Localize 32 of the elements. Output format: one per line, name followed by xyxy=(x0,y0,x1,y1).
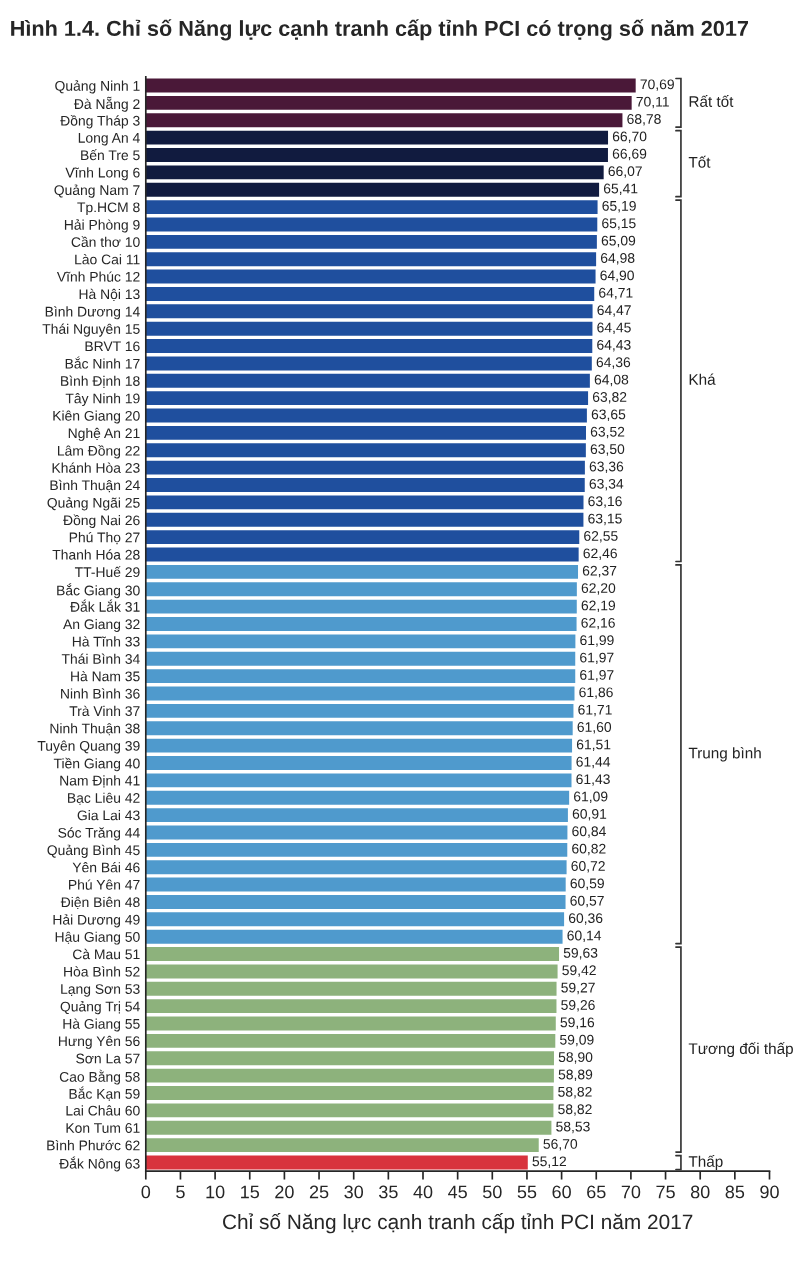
x-tick-label: 20 xyxy=(275,1185,294,1199)
x-tick-label: 40 xyxy=(413,1185,433,1199)
x-tick-label: 50 xyxy=(482,1185,502,1199)
x-tick-label: 75 xyxy=(656,1185,675,1199)
bar xyxy=(145,78,636,93)
x-tick-label: 70 xyxy=(621,1185,641,1199)
bar xyxy=(145,1155,528,1170)
bar xyxy=(145,182,600,197)
bar xyxy=(145,200,598,215)
x-tick-label: 15 xyxy=(241,1185,260,1199)
x-axis-title: Chỉ số Năng lực cạnh tranh cấp tỉnh PCI năm 2017 xyxy=(223,1213,693,1234)
x-tick-label: 45 xyxy=(448,1185,467,1199)
x-tick-label: 35 xyxy=(379,1185,398,1199)
bar xyxy=(145,1016,556,1031)
x-tick-label: 60 xyxy=(552,1185,571,1199)
bar xyxy=(145,217,598,232)
x-tick-label: 5 xyxy=(176,1185,185,1199)
bar xyxy=(145,408,587,423)
bar xyxy=(145,825,568,840)
x-tick-label: 65 xyxy=(587,1185,606,1199)
x-tick-label: 55 xyxy=(517,1185,537,1199)
bar xyxy=(145,929,563,944)
x-tick-label: 85 xyxy=(725,1185,745,1199)
bar xyxy=(145,686,575,701)
x-tick-label: 30 xyxy=(344,1185,364,1199)
x-tick-label: 90 xyxy=(760,1185,779,1199)
x-tick-label: 10 xyxy=(206,1185,225,1199)
bar xyxy=(145,547,579,562)
x-tick-label: 0 xyxy=(141,1185,151,1199)
x-tick-label: 25 xyxy=(309,1185,329,1199)
chart-title: Hình 1.4. Chỉ số Năng lực cạnh tranh cấp tỉnh PCI có trọng số năm 2017 xyxy=(11,19,749,41)
x-tick-label: 80 xyxy=(690,1185,710,1199)
